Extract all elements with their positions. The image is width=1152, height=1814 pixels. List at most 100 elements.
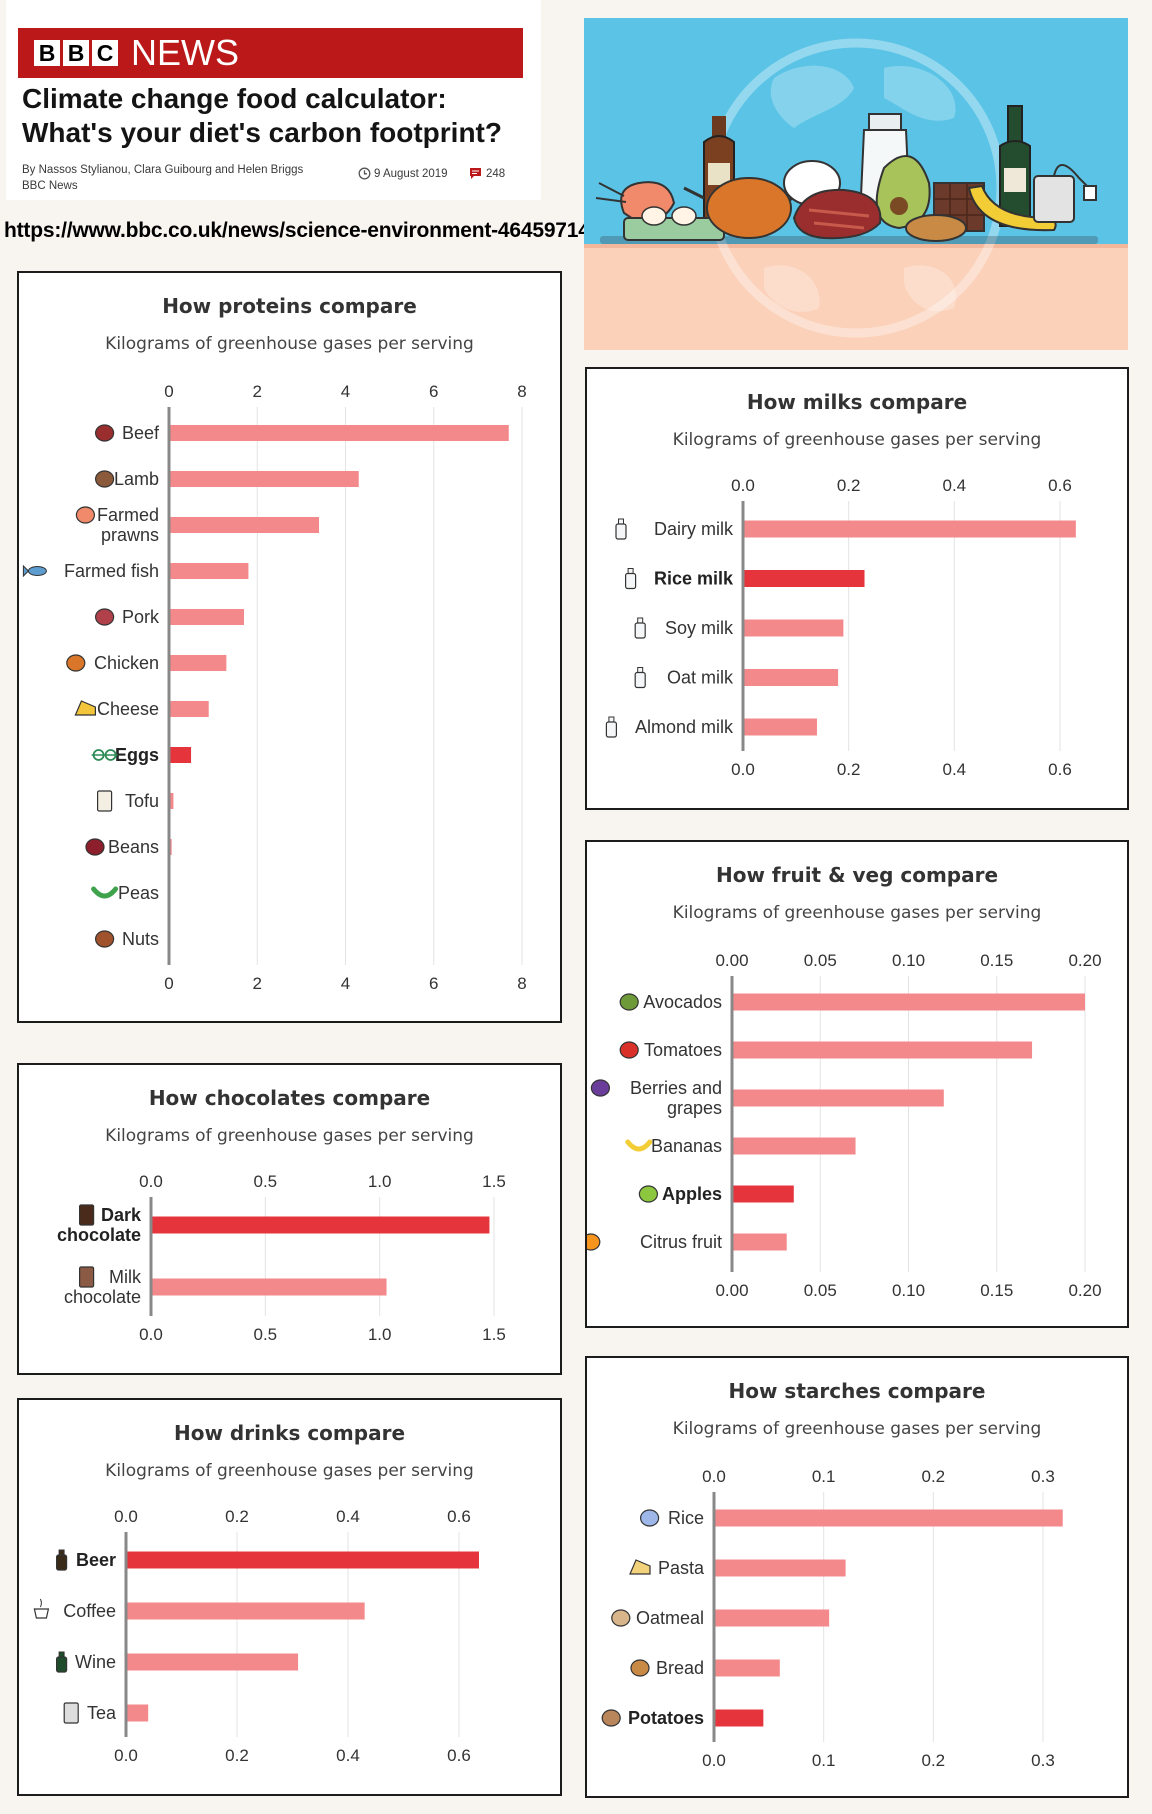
bar-berries-and-grapes[interactable] (732, 1089, 944, 1107)
category-label: Berries and (630, 1078, 722, 1098)
x-tick-label-top: 0.10 (892, 951, 925, 970)
bar-tomatoes[interactable] (732, 1041, 1033, 1059)
bar-oat-milk[interactable] (743, 669, 839, 686)
x-tick-label-top: 0.0 (114, 1507, 138, 1526)
category-label: Tofu (125, 791, 159, 811)
article-byline: By Nassos Stylianou, Clara Guibourg and … (22, 162, 303, 194)
chart-title: How starches compare (729, 1379, 986, 1403)
bar-tea[interactable] (126, 1704, 149, 1722)
category-label: Beef (122, 423, 160, 443)
bar-avocados[interactable] (732, 993, 1085, 1011)
x-tick-label-bottom: 0.0 (139, 1325, 163, 1344)
eggs-icon (91, 749, 118, 761)
milk-bottle-icon (615, 518, 627, 540)
tomato-icon (619, 1041, 639, 1059)
x-tick-label-top: 0.6 (447, 1507, 471, 1526)
bbc-logo[interactable]: B B C (34, 40, 121, 66)
orange-icon (587, 1233, 601, 1251)
oats-sack-icon (611, 1609, 631, 1627)
milk-bottle-icon (605, 716, 617, 738)
steak-icon (94, 424, 115, 442)
avocado-icon (619, 993, 639, 1011)
x-tick-label-bottom: 0.6 (1048, 760, 1072, 779)
category-label: Apples (662, 1184, 722, 1204)
bar-soy-milk[interactable] (743, 619, 844, 637)
food-illustration (584, 18, 1128, 350)
bar-farmed-fish[interactable] (169, 563, 249, 579)
bar-dairy-milk[interactable] (743, 520, 1076, 538)
x-tick-label-bottom: 0.0 (702, 1751, 726, 1770)
bar-coffee[interactable] (126, 1602, 365, 1620)
article-headline[interactable]: Climate change food calculator: What's y… (22, 82, 542, 150)
x-tick-label-top: 0.3 (1031, 1467, 1055, 1486)
bar-dark-chocolate[interactable] (151, 1216, 490, 1234)
bar-farmed-prawns[interactable] (169, 517, 320, 533)
bar-tofu[interactable] (169, 793, 174, 809)
chart-subtitle: Kilograms of greenhouse gases per servin… (105, 1461, 474, 1481)
x-tick-label-top: 0.0 (702, 1467, 726, 1486)
category-label: grapes (667, 1098, 722, 1118)
bar-potatoes[interactable] (714, 1709, 764, 1727)
bbc-news-banner[interactable]: B B C NEWS (18, 28, 523, 78)
category-label: Beans (108, 837, 159, 857)
x-tick-label-top: 0.00 (715, 951, 748, 970)
x-tick-label-top: 2 (253, 382, 262, 401)
chart-title: How fruit & veg compare (716, 863, 998, 887)
beer-bottle-icon (55, 1549, 68, 1571)
category-label: Beer (76, 1550, 116, 1570)
bar-pork[interactable] (169, 609, 245, 625)
bean-icon (85, 838, 105, 856)
x-tick-label-top: 0.5 (254, 1172, 278, 1191)
x-tick-label-top: 0 (164, 382, 173, 401)
bar-milk-chocolate[interactable] (151, 1278, 387, 1296)
x-tick-label-bottom: 0.00 (715, 1281, 748, 1300)
chart-subtitle: Kilograms of greenhouse gases per servin… (673, 903, 1042, 923)
category-label: Lamb (114, 469, 159, 489)
bar-oatmeal[interactable] (714, 1609, 830, 1627)
category-label: chocolate (64, 1287, 141, 1307)
potato-icon (601, 1709, 621, 1727)
bar-wine[interactable] (126, 1653, 299, 1671)
category-label: Bread (656, 1658, 704, 1678)
bar-citrus-fruit[interactable] (732, 1233, 787, 1251)
table-surface (584, 246, 1128, 350)
banana-icon (625, 1139, 653, 1152)
x-tick-label-bottom: 0.20 (1068, 1281, 1101, 1300)
bar-almond-milk[interactable] (743, 718, 817, 736)
x-tick-label-top: 0.0 (139, 1172, 163, 1191)
wine-bottle-icon (55, 1651, 68, 1673)
prawn-icon (75, 506, 96, 524)
x-tick-label-top: 4 (341, 382, 350, 401)
proteins-chart-panel: How proteins compare Kilograms of greenho… (17, 271, 562, 1023)
author-names: By Nassos Stylianou, Clara Guibourg and … (22, 164, 304, 176)
x-tick-label-bottom: 0.10 (892, 1281, 925, 1300)
category-label: chocolate (57, 1225, 141, 1245)
x-tick-label-bottom: 0.15 (980, 1281, 1013, 1300)
bar-beef[interactable] (169, 425, 509, 441)
bar-pasta[interactable] (714, 1559, 846, 1577)
bar-beer[interactable] (126, 1551, 479, 1569)
article-url[interactable]: https://www.bbc.co.uk/news/science-envir… (4, 219, 590, 242)
bbc-logo-letter: C (92, 40, 118, 66)
bar-apples[interactable] (732, 1185, 794, 1203)
x-tick-label-top: 0.20 (1068, 951, 1101, 970)
chicken-icon (66, 654, 86, 672)
bar-lamb[interactable] (169, 471, 359, 487)
lamb-icon (94, 470, 115, 488)
bar-bread[interactable] (714, 1659, 780, 1677)
bar-cheese[interactable] (169, 701, 209, 717)
x-tick-label-bottom: 0.0 (114, 1746, 138, 1765)
category-label: Oat milk (667, 668, 734, 688)
x-tick-label-bottom: 1.5 (482, 1325, 506, 1344)
chocolates-chart-panel: How chocolates compare Kilograms of green… (17, 1063, 562, 1375)
bar-eggs[interactable] (169, 747, 192, 763)
bar-rice-milk[interactable] (743, 570, 865, 587)
category-label: Soy milk (665, 618, 734, 638)
category-label: Nuts (122, 929, 159, 949)
bar-bananas[interactable] (732, 1137, 856, 1155)
bar-chicken[interactable] (169, 655, 227, 671)
bar-rice[interactable] (714, 1509, 1063, 1527)
x-tick-label-bottom: 0.5 (254, 1325, 278, 1344)
category-label: Dark (101, 1205, 142, 1225)
comments-link[interactable]: 248 (469, 167, 505, 180)
